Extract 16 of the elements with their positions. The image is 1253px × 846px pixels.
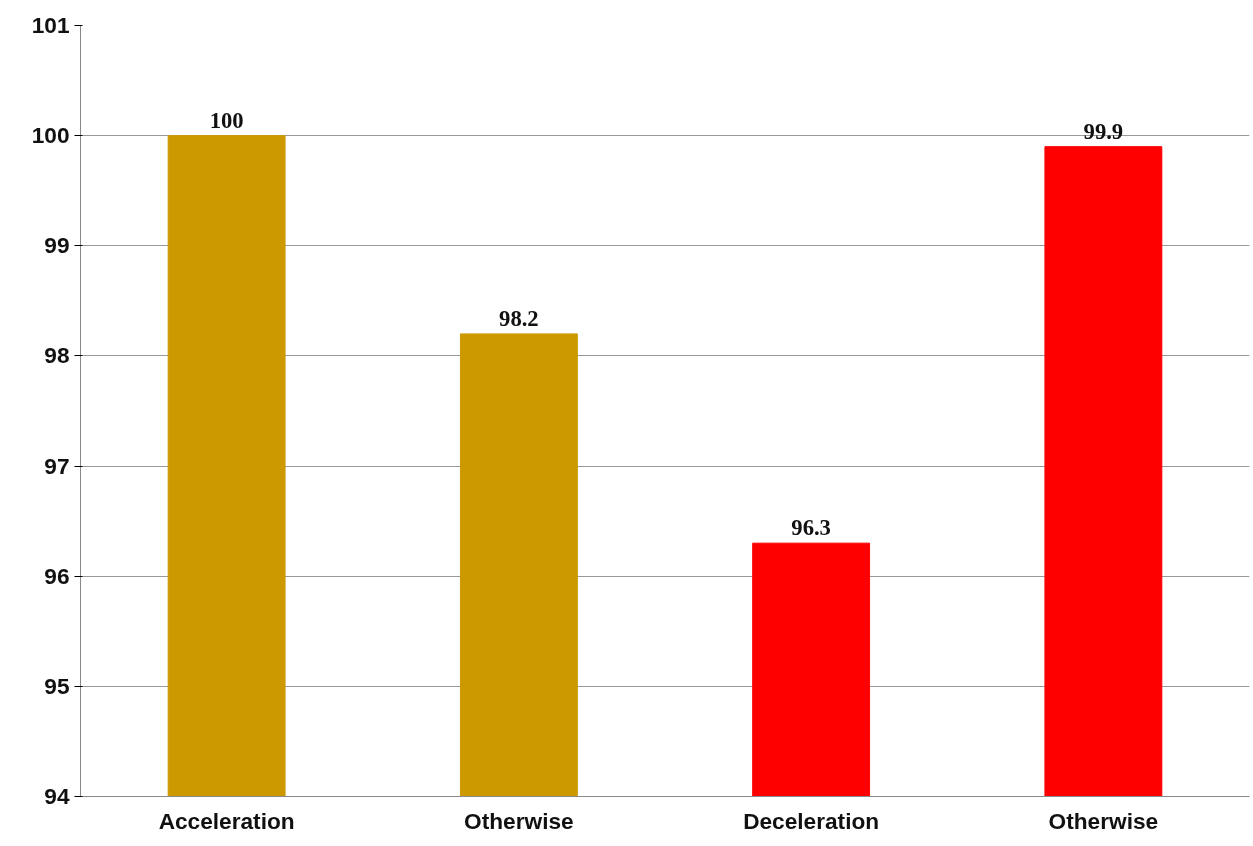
- y-tick-label: 95: [44, 672, 70, 699]
- y-tick-label: 100: [31, 122, 70, 149]
- y-tick-label: 96: [44, 562, 70, 589]
- x-tick-label: Otherwise: [464, 807, 574, 834]
- data-label: 99.9: [1083, 118, 1124, 144]
- x-tick-label: Acceleration: [158, 807, 295, 834]
- data-label: 100: [209, 107, 244, 133]
- x-tick-label: Deceleration: [743, 807, 880, 834]
- data-label: 96.3: [791, 515, 831, 541]
- x-tick-label: Otherwise: [1048, 807, 1159, 834]
- y-tick-label: 98: [44, 342, 70, 369]
- y-tick-label: 101: [31, 12, 70, 38]
- y-tick-label: 99: [44, 232, 70, 259]
- data-label: 98.2: [499, 305, 539, 331]
- y-tick-label: 94: [44, 783, 70, 809]
- y-tick-label: 97: [44, 452, 70, 479]
